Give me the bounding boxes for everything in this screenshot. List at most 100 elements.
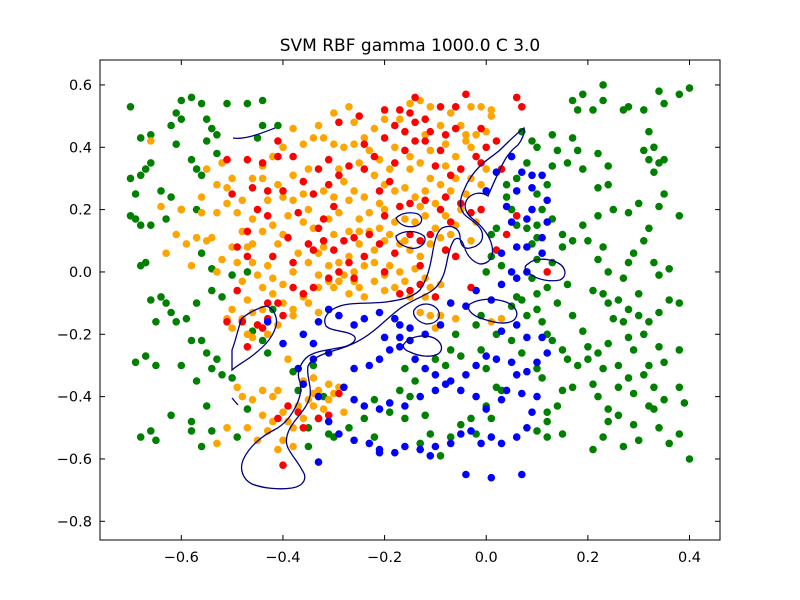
data-point-s3-95: [523, 333, 531, 342]
data-point-s1-33: [299, 190, 308, 198]
data-point-s3-7: [543, 196, 551, 205]
data-point-s1-81: [324, 395, 333, 404]
data-point-s3-20: [472, 286, 480, 295]
data-point-s0-256: [243, 268, 252, 276]
data-point-s3-31: [462, 371, 470, 379]
data-point-s3-91: [523, 367, 531, 376]
data-point-s0-106: [660, 395, 668, 404]
data-point-s0-266: [553, 299, 562, 307]
data-point-s0-142: [614, 296, 623, 304]
data-point-s1-211: [299, 218, 308, 226]
data-point-s3-94: [538, 333, 546, 342]
data-point-s3-106: [380, 333, 389, 342]
data-point-s3-107: [396, 321, 404, 329]
data-point-s0-213: [502, 193, 511, 201]
data-point-s2-5: [248, 184, 257, 192]
data-point-s1-233: [436, 121, 445, 130]
data-point-s1-193: [396, 268, 404, 276]
data-point-s0-71: [446, 433, 455, 441]
data-point-s1-123: [436, 180, 445, 189]
data-point-s0-33: [208, 364, 216, 373]
data-point-s3-6: [538, 171, 546, 180]
data-point-s3-77: [401, 442, 409, 451]
data-point-s1-31: [279, 193, 287, 201]
data-point-s1-177: [345, 196, 353, 205]
data-point-s2-113: [411, 137, 419, 145]
data-point-s3-57: [391, 314, 399, 323]
data-point-s1-206: [289, 268, 297, 276]
data-point-s0-240: [360, 414, 369, 423]
data-point-s0-22: [167, 411, 175, 420]
data-point-s0-59: [243, 405, 252, 413]
data-point-s3-51: [350, 364, 358, 373]
data-point-s2-56: [467, 208, 475, 217]
data-point-s3-0: [482, 187, 491, 195]
data-point-s0-132: [533, 305, 541, 314]
data-point-s2-14: [360, 140, 369, 148]
data-point-s0-67: [345, 424, 353, 432]
data-point-s2-115: [401, 146, 409, 155]
data-point-s3-2: [507, 152, 516, 161]
data-point-s0-91: [543, 433, 551, 441]
data-point-s1-13: [213, 208, 221, 217]
data-point-s1-181: [375, 224, 384, 233]
y-tick-label: −0.6: [57, 452, 92, 468]
data-point-s0-198: [563, 159, 572, 167]
data-point-s1-34: [304, 205, 313, 214]
data-point-s0-7: [147, 159, 155, 167]
data-point-s1-158: [309, 134, 318, 142]
data-point-s0-126: [614, 361, 623, 370]
data-point-s2-45: [319, 237, 328, 245]
data-point-s1-164: [289, 124, 297, 133]
data-point-s0-201: [538, 205, 546, 214]
data-point-s1-126: [411, 193, 419, 201]
data-point-s0-84: [507, 336, 516, 345]
data-point-s0-264: [523, 311, 531, 320]
data-point-s0-6: [136, 221, 145, 229]
data-point-s2-44: [309, 246, 318, 254]
data-point-s1-216: [233, 258, 241, 267]
data-point-s1-207: [279, 280, 287, 289]
data-point-s0-227: [472, 321, 480, 329]
data-point-s0-253: [269, 305, 277, 314]
data-point-s0-112: [634, 436, 643, 445]
data-point-s3-84: [487, 433, 496, 441]
data-point-s1-93: [380, 286, 389, 295]
data-point-s1-98: [426, 283, 435, 292]
data-point-s3-35: [507, 358, 516, 367]
data-point-s2-48: [350, 233, 358, 242]
data-point-s1-18: [223, 184, 231, 192]
data-point-s0-267: [568, 311, 577, 320]
data-point-s0-95: [568, 383, 577, 392]
data-point-s0-103: [675, 346, 684, 354]
data-point-s3-88: [528, 408, 536, 417]
data-point-s2-87: [451, 252, 460, 261]
data-point-s3-17: [512, 274, 521, 283]
data-point-s1-117: [436, 233, 445, 242]
data-point-s1-172: [350, 187, 358, 195]
data-point-s1-116: [431, 224, 440, 233]
data-point-s1-2: [177, 205, 186, 214]
data-point-s0-228: [451, 330, 460, 339]
data-point-s3-104: [263, 318, 272, 326]
data-point-s3-13: [512, 243, 521, 251]
data-point-s1-130: [370, 171, 379, 180]
data-point-s2-116: [472, 152, 480, 161]
data-point-s3-93: [543, 349, 551, 357]
data-point-s1-143: [487, 106, 496, 114]
data-point-s1-217: [238, 277, 247, 286]
data-point-s3-53: [375, 355, 384, 364]
data-point-s0-129: [563, 355, 572, 364]
data-point-s3-43: [431, 386, 440, 395]
data-point-s1-76: [309, 402, 318, 410]
data-point-s0-276: [655, 308, 663, 317]
data-point-s0-272: [629, 420, 638, 429]
data-point-s0-17: [131, 358, 140, 367]
data-point-s0-260: [147, 221, 155, 229]
data-point-s1-20: [238, 196, 247, 205]
data-point-s0-11: [147, 296, 155, 304]
data-point-s2-33: [391, 121, 399, 130]
data-point-s2-120: [446, 171, 455, 180]
data-point-s0-121: [624, 374, 633, 382]
data-point-s2-15: [355, 112, 364, 120]
